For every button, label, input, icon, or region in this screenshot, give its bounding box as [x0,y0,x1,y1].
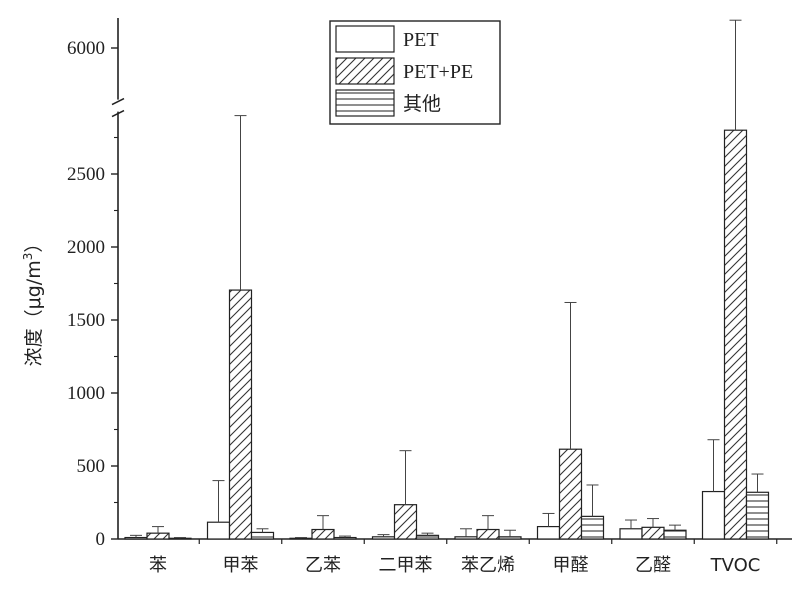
bar [415,534,440,540]
bar [498,536,522,540]
bar [723,129,748,540]
y-tick-label: 2000 [67,237,105,258]
y-axis-title: 浓度（μg/m3） [21,234,45,367]
bar [250,531,275,540]
legend-label: PET [403,29,439,51]
bar [333,536,357,540]
y-tick-label: 0 [96,529,106,550]
y-axis-label: 浓度（μg/m3） [21,234,45,367]
bar [371,536,396,540]
bar [146,532,170,540]
y-tick-label: 1000 [67,383,105,404]
bar [619,528,643,540]
bar [311,528,335,540]
bar [124,536,148,540]
x-tick-label: 苯乙烯 [461,555,515,576]
bar [393,504,418,540]
x-tick-label: 二甲苯 [379,555,433,576]
bar [228,289,253,540]
bar [289,537,313,540]
bar [663,529,687,540]
legend-swatch [335,89,395,117]
y-tick-label: 2500 [67,164,105,185]
legend-swatch [335,25,395,53]
axis-break-mark [111,97,125,106]
x-tick-label: 甲醛 [553,555,589,576]
y-tick-label: 1500 [67,310,105,331]
bar [476,528,500,540]
bar [168,537,192,540]
legend-label: PET+PE [403,61,473,83]
bar [206,521,231,540]
x-tick-label: 乙醛 [635,555,671,576]
x-tick-label: TVOC [710,555,761,576]
legend-swatch [335,57,395,85]
bar [701,490,726,540]
bar [558,448,583,540]
bar [454,536,478,540]
bar [536,525,561,540]
legend: PET PET+PE 其他 [329,20,501,125]
x-tick-label: 甲苯 [223,555,259,576]
bar [641,526,665,540]
bar [580,515,605,540]
y-tick-label: 500 [77,456,106,477]
legend-label: 其他 [403,93,441,115]
bar [745,491,770,540]
y-tick-label: 6000 [67,38,105,59]
axis-break-mark [111,109,125,118]
x-tick-label: 苯 [149,555,167,576]
x-tick-label: 乙苯 [305,555,341,576]
